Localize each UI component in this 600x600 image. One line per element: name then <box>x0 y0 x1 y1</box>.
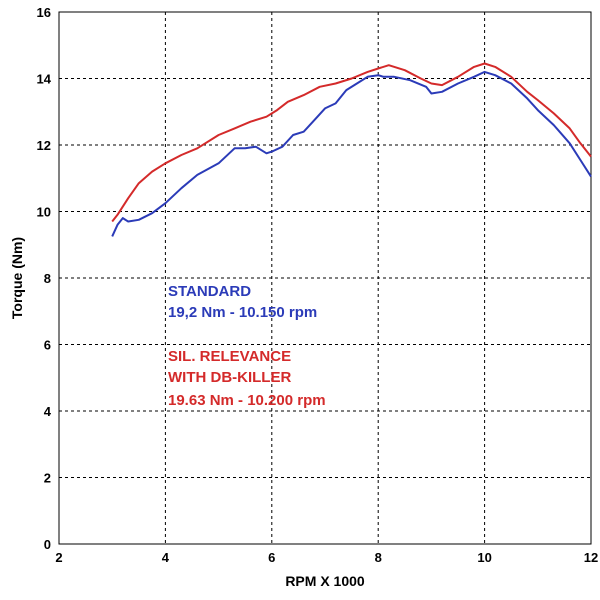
annotation-standard-title: STANDARD <box>168 283 251 300</box>
series-line-standard <box>111 70 592 237</box>
x-tick-label: 6 <box>268 550 275 565</box>
y-tick-label: 12 <box>37 138 51 153</box>
y-axis-label: Torque (Nm) <box>9 237 25 319</box>
y-tick-label: 0 <box>44 537 51 552</box>
x-tick-label: 2 <box>55 550 62 565</box>
y-tick-label: 4 <box>44 404 52 419</box>
annotation-standard-peak: 19,2 Nm - 10.150 rpm <box>168 304 317 321</box>
y-tick-label: 16 <box>37 5 51 20</box>
x-axis-label: RPM X 1000 <box>285 573 365 589</box>
y-tick-label: 10 <box>37 205 51 220</box>
annotation-relevance-title: SIL. RELEVANCE <box>168 348 291 365</box>
x-tick-label: 8 <box>375 550 382 565</box>
annotation-relevance-subtitle: WITH DB-KILLER <box>168 369 291 386</box>
y-tick-label: 6 <box>44 338 51 353</box>
y-tick-label: 8 <box>44 271 51 286</box>
y-tick-label: 2 <box>44 471 51 486</box>
series-line-relevance <box>111 62 592 223</box>
annotation-relevance-peak: 19.63 Nm - 10.200 rpm <box>168 392 326 409</box>
x-tick-label: 4 <box>162 550 170 565</box>
series-layer <box>111 62 592 237</box>
x-tick-label: 10 <box>477 550 491 565</box>
y-tick-label: 14 <box>37 72 52 87</box>
grid <box>59 12 591 544</box>
x-tick-label: 12 <box>584 550 598 565</box>
